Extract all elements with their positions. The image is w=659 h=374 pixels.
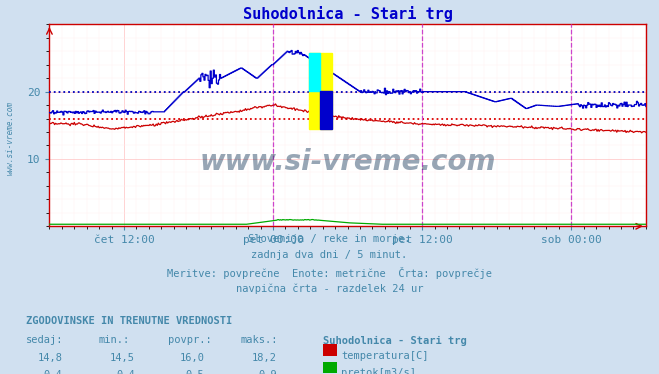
Text: temperatura[C]: temperatura[C] (341, 351, 429, 361)
Text: maks.:: maks.: (241, 335, 278, 346)
Text: zadnja dva dni / 5 minut.: zadnja dva dni / 5 minut. (251, 250, 408, 260)
Text: povpr.:: povpr.: (168, 335, 212, 346)
Text: min.:: min.: (99, 335, 130, 346)
Title: Suhodolnica - Stari trg: Suhodolnica - Stari trg (243, 6, 453, 22)
Text: ZGODOVINSKE IN TRENUTNE VREDNOSTI: ZGODOVINSKE IN TRENUTNE VREDNOSTI (26, 316, 233, 326)
Bar (309, 53, 331, 129)
Bar (320, 91, 331, 129)
Text: 16,0: 16,0 (179, 353, 204, 363)
Text: 14,8: 14,8 (38, 353, 63, 363)
Text: www.si-vreme.com: www.si-vreme.com (5, 101, 14, 175)
Text: 0,4: 0,4 (117, 370, 135, 374)
Text: www.si-vreme.com: www.si-vreme.com (200, 148, 496, 176)
Text: Meritve: povprečne  Enote: metrične  Črta: povprečje: Meritve: povprečne Enote: metrične Črta:… (167, 267, 492, 279)
Text: sedaj:: sedaj: (26, 335, 64, 346)
Text: 14,5: 14,5 (110, 353, 135, 363)
Text: 0,5: 0,5 (186, 370, 204, 374)
Text: 0,9: 0,9 (258, 370, 277, 374)
Text: Suhodolnica - Stari trg: Suhodolnica - Stari trg (323, 335, 467, 346)
Bar (309, 53, 320, 91)
Text: 0,4: 0,4 (44, 370, 63, 374)
Text: navpična črta - razdelek 24 ur: navpična črta - razdelek 24 ur (236, 283, 423, 294)
Text: Slovenija / reke in morje.: Slovenija / reke in morje. (248, 234, 411, 244)
Text: pretok[m3/s]: pretok[m3/s] (341, 368, 416, 374)
Text: 18,2: 18,2 (252, 353, 277, 363)
